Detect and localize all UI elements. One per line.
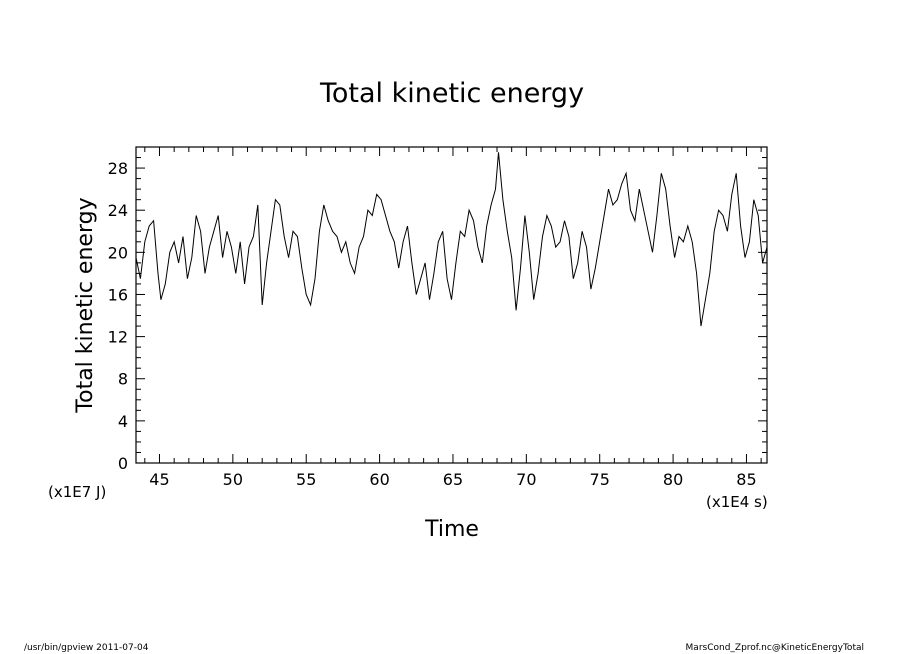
y-tick-label: 0 bbox=[118, 454, 128, 473]
y-tick-label: 24 bbox=[108, 201, 128, 220]
y-unit-label: (x1E7 J) bbox=[48, 483, 106, 501]
x-tick-label: 65 bbox=[443, 470, 463, 489]
x-tick-label: 55 bbox=[296, 470, 316, 489]
footer-left: /usr/bin/gpview 2011-07-04 bbox=[24, 643, 149, 653]
y-tick-label: 12 bbox=[108, 328, 128, 347]
axis-ticks bbox=[136, 146, 767, 464]
y-tick-label: 28 bbox=[108, 159, 128, 178]
footer-right: MarsCond_Zprof.nc@KineticEnergyTotal bbox=[686, 643, 864, 653]
x-tick-label: 85 bbox=[736, 470, 756, 489]
x-tick-label: 70 bbox=[516, 470, 536, 489]
x-axis-label: Time bbox=[424, 517, 479, 542]
chart-title: Total kinetic energy bbox=[319, 78, 584, 109]
y-tick-label: 20 bbox=[108, 243, 128, 262]
x-tick-label: 80 bbox=[663, 470, 683, 489]
y-tick-label: 16 bbox=[108, 285, 128, 304]
y-tick-label: 4 bbox=[118, 412, 128, 431]
tick-labels: 45 50 55 60 65 70 75 80 85 0 4 8 12 16 20 24 28 bbox=[108, 159, 757, 489]
y-tick-label: 8 bbox=[118, 370, 128, 389]
x-tick-label: 50 bbox=[223, 470, 243, 489]
plot-frame bbox=[135, 146, 768, 464]
series-line bbox=[135, 152, 768, 327]
x-unit-label: (x1E4 s) bbox=[706, 493, 768, 511]
x-tick-label: 75 bbox=[590, 470, 610, 489]
x-tick-label: 60 bbox=[369, 470, 389, 489]
x-tick-label: 45 bbox=[149, 470, 169, 489]
y-axis-label: Total kinetic energy bbox=[73, 197, 98, 413]
